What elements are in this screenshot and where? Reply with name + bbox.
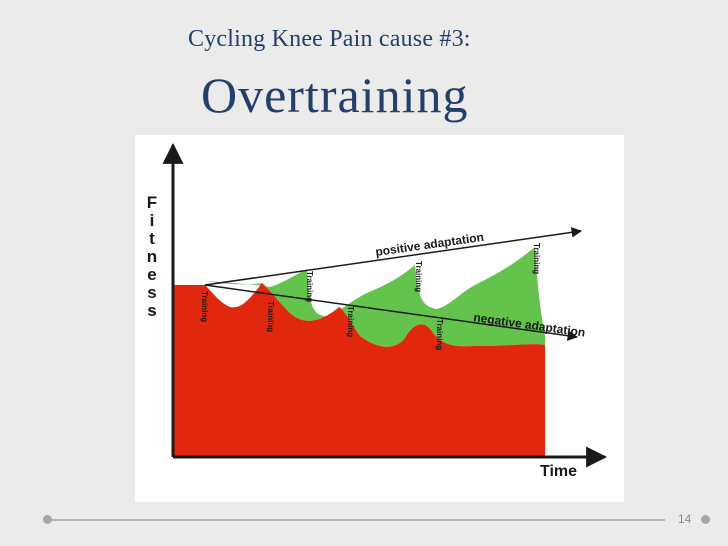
y-axis-label-letter: n: [147, 247, 157, 266]
slide-title: Overtraining: [201, 67, 469, 123]
negative-adaptation-arrow: [204, 284, 579, 341]
positive-adaptation-arrow: [204, 227, 583, 286]
training-label: Training: [266, 301, 275, 332]
y-axis-label-letter: i: [150, 211, 155, 230]
y-axis-label-letter: s: [147, 283, 156, 302]
training-label: Training: [346, 306, 355, 337]
y-axis-label-letter: e: [147, 265, 156, 284]
training-label: Training: [532, 243, 541, 274]
red-fitness-area: [173, 283, 545, 457]
footer-bullet-right: [701, 515, 710, 524]
y-axis-label-letter: s: [147, 301, 156, 320]
training-label: Training: [305, 271, 314, 302]
x-axis-label: Time: [540, 463, 577, 480]
footer-bullet-left: [43, 515, 52, 524]
green-fitness-area: [205, 247, 545, 347]
page-number: 14: [678, 512, 692, 526]
training-label: Training: [200, 291, 209, 322]
training-label: Training: [414, 261, 423, 292]
positive-adaptation-label: positive adaptation: [374, 230, 484, 259]
y-axis-label-letter: t: [149, 229, 155, 248]
training-label: Training: [435, 319, 444, 350]
slide-subtitle: Cycling Knee Pain cause #3:: [188, 26, 471, 52]
footer-divider: [48, 519, 665, 521]
y-axis-label-letter: F: [147, 193, 157, 212]
